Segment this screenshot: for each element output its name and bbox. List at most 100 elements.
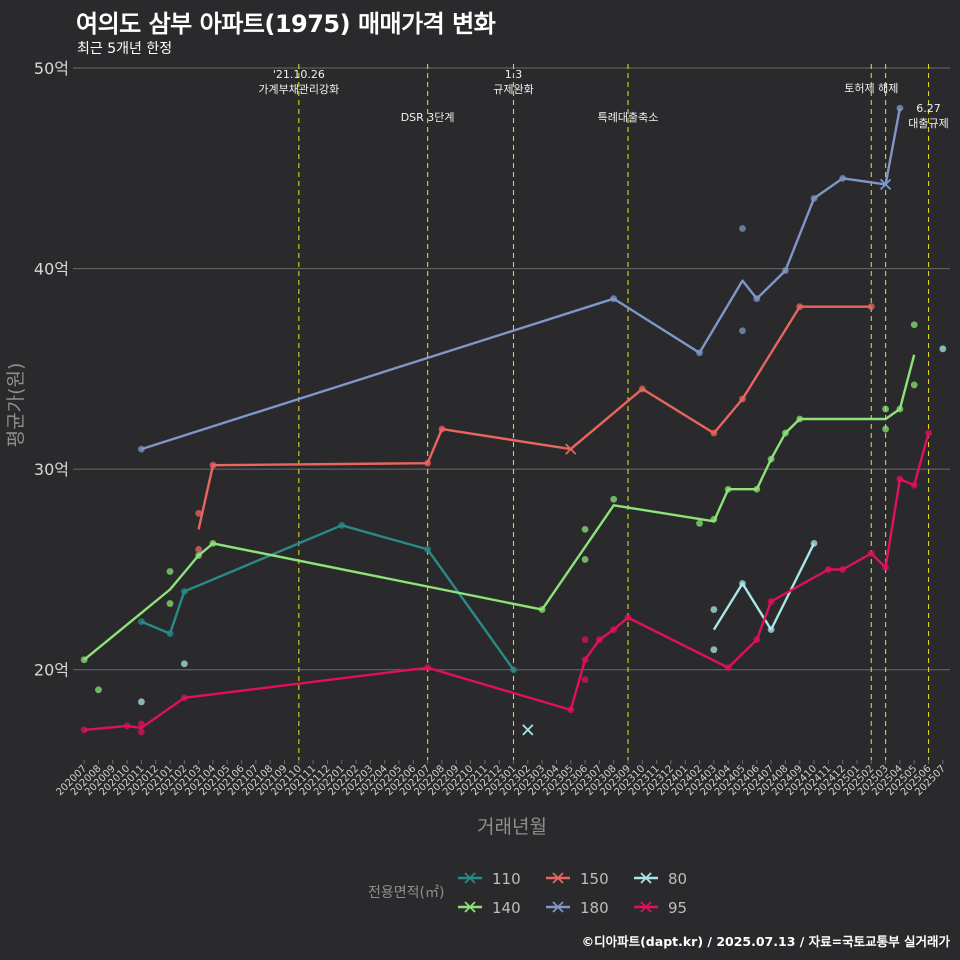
data-point	[581, 676, 589, 684]
data-point	[338, 521, 346, 529]
data-point	[610, 495, 618, 503]
event-label: 특례대출축소	[598, 111, 659, 124]
data-point	[867, 303, 875, 311]
data-point	[138, 618, 145, 626]
series-150	[195, 303, 875, 553]
series-layer	[80, 104, 947, 736]
data-point	[610, 626, 618, 634]
data-point	[796, 415, 804, 423]
legend-label: 140	[492, 899, 521, 917]
legend-swatch-cross	[464, 872, 476, 884]
chart-title: 여의도 삼부 아파트(1975) 매매가격 변화	[76, 10, 496, 38]
data-point	[138, 720, 145, 728]
event-label: DSR 3단계	[401, 111, 455, 124]
data-point	[910, 381, 918, 389]
legend-item-140: 140	[458, 899, 521, 917]
data-point	[753, 295, 761, 303]
data-point	[882, 425, 889, 433]
series-line	[140, 524, 515, 671]
data-point	[710, 646, 718, 654]
data-point	[767, 626, 775, 634]
y-tick-label: 30억	[34, 460, 69, 479]
data-point	[739, 395, 746, 403]
data-point	[896, 104, 904, 112]
data-point	[753, 636, 761, 644]
data-point	[80, 726, 88, 734]
y-tick-label: 40억	[34, 260, 69, 279]
data-point	[710, 429, 718, 437]
series-line	[141, 107, 902, 451]
data-point	[166, 600, 174, 607]
data-point	[209, 539, 217, 547]
data-point	[839, 174, 847, 182]
data-point	[710, 606, 718, 613]
data-cross	[879, 178, 892, 190]
data-point	[567, 706, 575, 714]
data-point	[581, 556, 589, 563]
data-point	[896, 475, 904, 483]
data-point	[925, 429, 932, 437]
series-180	[138, 104, 904, 453]
data-point	[195, 546, 203, 553]
data-point	[209, 461, 217, 469]
series-line	[83, 354, 916, 661]
data-point	[438, 425, 446, 433]
legend-swatch-cross	[552, 872, 564, 884]
data-point	[939, 345, 947, 353]
data-point	[767, 455, 775, 463]
data-point	[80, 656, 88, 664]
series-80	[138, 345, 947, 736]
data-point	[710, 515, 718, 523]
legend-item-110: 110	[458, 870, 521, 888]
legend: 전용면적(㎡) 110 140 150 180 80 95	[368, 870, 687, 917]
legend-swatch-cross	[464, 901, 476, 913]
data-point	[166, 568, 174, 575]
data-point	[824, 566, 832, 573]
event-label: '21.10.26	[273, 68, 325, 81]
data-point	[195, 552, 203, 559]
data-point	[424, 546, 432, 553]
chart-subtitle: 최근 5개년 한정	[77, 41, 173, 57]
data-point	[696, 519, 703, 527]
series-140	[80, 321, 918, 694]
data-point	[610, 295, 618, 303]
legend-label: 180	[580, 899, 609, 917]
legend-swatch-cross	[552, 901, 564, 913]
data-point	[95, 686, 102, 694]
data-point	[867, 550, 875, 557]
legend-label: 80	[668, 870, 687, 888]
series-110	[138, 521, 517, 674]
data-point	[195, 509, 203, 517]
data-point	[739, 225, 746, 232]
legend-item-180: 180	[546, 899, 609, 917]
legend-label: 150	[580, 870, 609, 888]
series-line	[197, 305, 872, 530]
data-point	[638, 385, 646, 393]
source-caption: ©디아파트(dapt.kr) / 2025.07.13 / 자료=국토교통부 실…	[581, 934, 950, 949]
event-label: 규제완화	[493, 83, 533, 96]
legend-label: 95	[668, 899, 687, 917]
legend-swatch-cross	[640, 901, 652, 913]
event-label: 6.27	[916, 102, 941, 115]
data-point	[624, 614, 632, 621]
data-point	[767, 598, 775, 605]
x-axis-title: 거래년월	[477, 816, 547, 838]
y-tick-label: 50억	[34, 59, 69, 78]
event-label: 대출규제	[908, 117, 948, 130]
data-point	[424, 459, 432, 467]
data-point	[724, 485, 732, 493]
series-95	[80, 429, 932, 736]
legend-item-95: 95	[634, 899, 687, 917]
event-label: 1.3	[505, 68, 523, 81]
data-point	[581, 656, 589, 664]
data-point	[896, 405, 904, 413]
data-point	[910, 321, 918, 329]
data-point	[424, 664, 432, 672]
data-point	[581, 636, 589, 644]
y-axis: 20억 30억 40억 50억	[34, 59, 77, 680]
x-axis: 2020072020082020092020102020112020122021…	[54, 760, 948, 798]
event-label: 가계부채관리강화	[258, 83, 339, 96]
data-point	[123, 722, 131, 730]
